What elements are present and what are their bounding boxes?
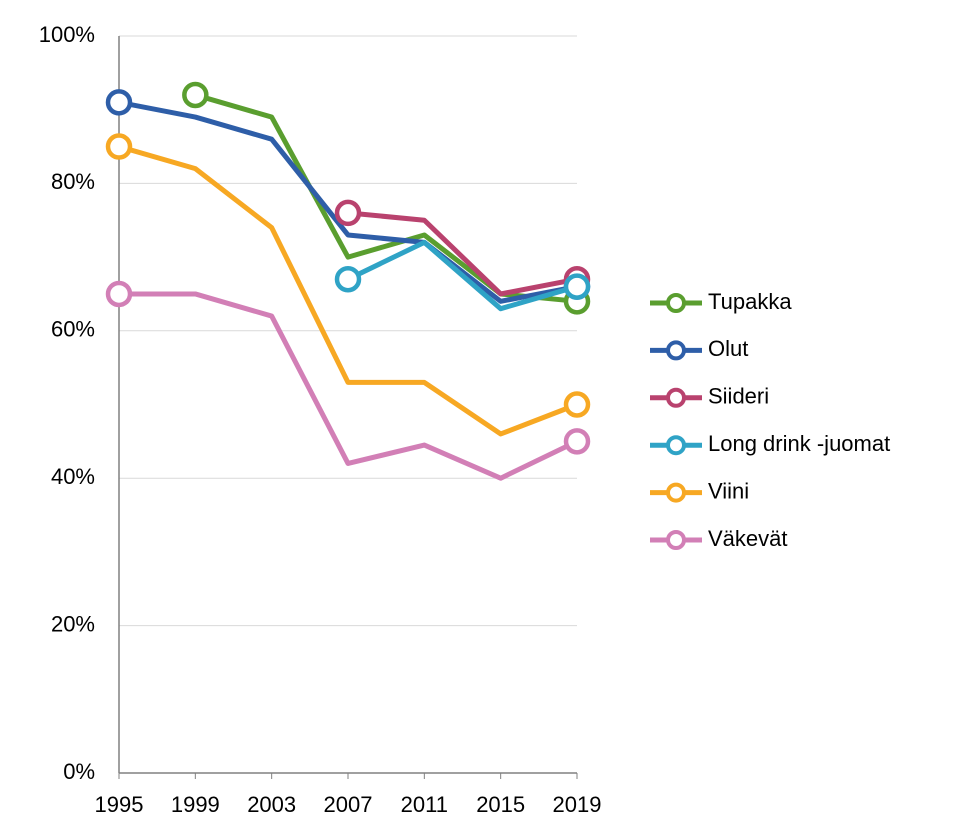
x-tick-label: 2015: [476, 792, 525, 817]
x-tick-label: 2019: [553, 792, 602, 817]
legend-label: Siideri: [708, 384, 769, 409]
legend-label: Tupakka: [708, 289, 792, 314]
y-tick-label: 100%: [39, 22, 95, 47]
legend-label: Long drink -juomat: [708, 431, 890, 456]
y-tick-label: 40%: [51, 464, 95, 489]
legend-marker: [666, 293, 686, 313]
x-tick-label: 1995: [95, 792, 144, 817]
series-line: [118, 144, 578, 437]
legend-marker: [666, 435, 686, 456]
y-tick-label: 60%: [51, 317, 95, 342]
legend-marker: [666, 340, 686, 361]
y-tick-label: 80%: [51, 169, 95, 194]
end-marker: [563, 391, 591, 418]
series-line: [119, 291, 579, 481]
legend-marker: [666, 530, 686, 550]
end-marker: [182, 81, 209, 109]
series-line: [118, 99, 578, 304]
end-marker: [334, 199, 362, 227]
legend-marker: [666, 482, 686, 503]
legend-label: Olut: [708, 336, 748, 361]
y-tick-label: 0%: [63, 759, 95, 784]
end-marker: [105, 280, 133, 308]
legend-label: Viini: [708, 478, 749, 503]
x-tick-label: 2007: [324, 792, 373, 817]
y-tick-label: 20%: [51, 611, 95, 636]
series-line: [194, 92, 578, 304]
end-marker: [334, 265, 362, 293]
legend-label: Väkevät: [708, 526, 788, 551]
end-marker: [105, 89, 133, 116]
legend-marker: [666, 387, 686, 408]
x-tick-label: 2011: [401, 792, 448, 817]
end-marker: [563, 273, 591, 300]
end-marker: [563, 428, 591, 455]
end-marker: [105, 133, 133, 160]
series-line: [346, 239, 578, 312]
x-tick-label: 1999: [171, 792, 220, 817]
series-line: [347, 210, 578, 297]
x-tick-label: 2003: [247, 792, 296, 817]
